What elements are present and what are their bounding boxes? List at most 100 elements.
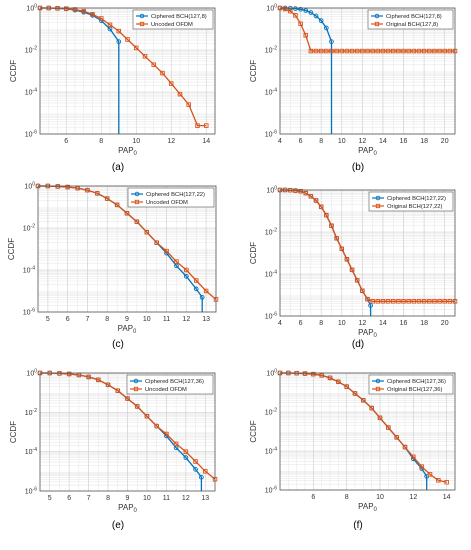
y-tick-label: 10-6 xyxy=(23,308,35,317)
x-tick-label: 10 xyxy=(143,316,151,323)
x-tick-label: 12 xyxy=(358,138,366,145)
x-tick-label: 10 xyxy=(376,494,384,501)
legend-label: Uncoded OFDM xyxy=(145,387,187,393)
data-point xyxy=(107,26,113,32)
data-point xyxy=(375,48,381,54)
data-point xyxy=(344,384,349,389)
data-point xyxy=(95,191,100,196)
data-point xyxy=(344,48,350,54)
data-point xyxy=(303,190,308,196)
y-tick-label: 10-2 xyxy=(25,46,37,55)
series-line xyxy=(38,185,217,300)
data-point xyxy=(313,13,319,19)
data-point xyxy=(375,299,381,304)
data-point xyxy=(390,48,396,54)
x-axis-label: PAP0 xyxy=(118,146,137,157)
data-point xyxy=(411,454,416,460)
x-axis-label: PAP0 xyxy=(118,503,137,514)
x-tick-label: 8 xyxy=(99,138,103,145)
data-point xyxy=(361,398,366,403)
data-point xyxy=(329,223,334,228)
data-point xyxy=(298,6,303,12)
legend: Ciphered BCH(127,8) Original BCH(127,8) xyxy=(367,9,454,30)
y-tick-label: 100 xyxy=(266,4,277,13)
data-point xyxy=(319,373,324,378)
legend-marker xyxy=(139,13,145,19)
data-point xyxy=(282,6,288,12)
x-tick-label: 16 xyxy=(400,320,408,327)
data-point xyxy=(427,472,433,477)
data-point xyxy=(334,236,339,241)
panel-caption: (e) xyxy=(112,520,124,531)
data-point xyxy=(134,219,140,224)
data-point xyxy=(447,48,453,54)
y-tick-label: 100 xyxy=(266,186,277,195)
data-point xyxy=(134,404,140,409)
panel-caption: (f) xyxy=(353,520,362,531)
data-point xyxy=(173,441,179,447)
x-axis-label: PAP0 xyxy=(118,324,137,335)
panel-caption: (b) xyxy=(352,162,364,173)
data-point xyxy=(298,189,303,194)
axes-frame xyxy=(37,185,217,313)
data-point xyxy=(154,240,159,245)
data-point xyxy=(436,478,441,483)
x-tick-label: 14 xyxy=(379,138,387,145)
data-point xyxy=(318,204,324,210)
legend-marker xyxy=(375,195,381,201)
data-point xyxy=(193,278,199,283)
legend-box xyxy=(132,9,214,30)
data-point xyxy=(203,469,208,474)
data-point xyxy=(311,371,316,377)
x-tick-label: 10 xyxy=(338,320,346,327)
x-tick-label: 11 xyxy=(163,316,170,323)
data-point xyxy=(437,48,442,54)
x-tick-label: 5 xyxy=(48,495,52,502)
data-point xyxy=(313,48,319,54)
data-point xyxy=(324,48,329,54)
legend-marker xyxy=(375,378,381,384)
data-point xyxy=(406,299,411,304)
data-point xyxy=(63,6,69,11)
data-point xyxy=(442,48,447,54)
data-point xyxy=(444,479,449,485)
data-point xyxy=(394,435,399,440)
data-point xyxy=(164,248,169,254)
data-point xyxy=(96,377,101,383)
data-point xyxy=(385,299,391,304)
data-point xyxy=(125,37,130,42)
legend-label: Ciphered BCH(127,8) xyxy=(386,14,442,20)
data-point xyxy=(114,202,120,208)
legend-marker xyxy=(133,386,139,392)
y-tick-label: 100 xyxy=(266,369,277,378)
data-point xyxy=(183,455,189,460)
legend: Ciphered BCH(127,36) Uncoded OFDM xyxy=(126,374,214,395)
data-point xyxy=(183,449,189,454)
axes-frame xyxy=(279,7,456,135)
data-point xyxy=(195,123,200,128)
legend-label: Original BCH(127,36) xyxy=(387,387,442,393)
data-point xyxy=(151,62,156,67)
data-point xyxy=(447,299,453,304)
x-tick-label: 16 xyxy=(400,138,408,145)
legend-label: Ciphered BCH(127,36) xyxy=(387,379,446,385)
x-tick-label: 9 xyxy=(126,495,130,502)
x-tick-label: 13 xyxy=(202,316,210,323)
data-point xyxy=(390,299,396,304)
x-tick-label: 8 xyxy=(319,138,323,145)
legend-marker xyxy=(374,13,380,19)
data-point xyxy=(308,10,314,15)
data-point xyxy=(184,267,189,273)
data-point xyxy=(370,299,375,304)
data-point xyxy=(193,286,199,292)
legend-marker xyxy=(139,21,145,27)
data-point xyxy=(55,184,61,189)
x-tick-label: 20 xyxy=(441,138,449,145)
x-tick-label: 7 xyxy=(85,316,89,323)
x-tick-label: 12 xyxy=(182,495,190,502)
data-point xyxy=(186,102,191,107)
data-point xyxy=(416,48,422,54)
y-axis-label: CCDF xyxy=(9,421,18,443)
data-point xyxy=(349,48,355,54)
